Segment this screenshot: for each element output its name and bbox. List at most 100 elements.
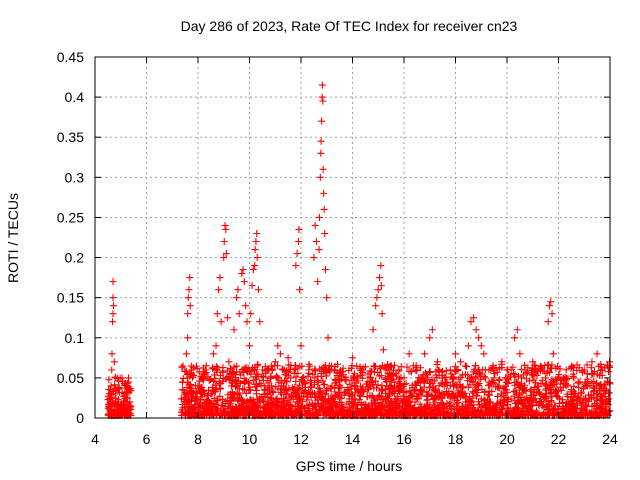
data-point — [523, 394, 531, 402]
data-point — [393, 402, 401, 410]
data-point — [277, 388, 285, 396]
data-point — [199, 374, 207, 382]
data-point — [226, 390, 234, 398]
data-point — [265, 386, 273, 394]
grid-lines — [95, 57, 610, 418]
chart-title: Day 286 of 2023, Rate Of TEC Index for r… — [181, 18, 518, 34]
data-point — [123, 411, 131, 419]
data-point — [202, 404, 210, 412]
data-point — [388, 371, 396, 379]
data-point — [523, 375, 531, 383]
data-point — [121, 390, 129, 398]
data-point — [184, 294, 192, 302]
data-point — [435, 367, 443, 375]
data-point — [532, 379, 540, 387]
data-point — [469, 394, 477, 402]
data-point — [110, 358, 118, 366]
data-point — [393, 394, 401, 402]
data-point — [316, 173, 324, 181]
data-point — [362, 400, 370, 408]
data-point — [477, 375, 485, 383]
data-point — [292, 389, 300, 397]
data-point — [197, 383, 205, 391]
x-tick-label: 10 — [242, 431, 258, 447]
data-point — [467, 397, 475, 405]
data-point — [274, 411, 282, 419]
data-point — [105, 386, 113, 394]
data-point — [458, 404, 466, 412]
data-point — [372, 410, 380, 418]
data-point — [511, 371, 519, 379]
y-tick-label: 0.15 — [57, 290, 84, 306]
data-point — [383, 411, 391, 419]
data-point — [573, 366, 581, 374]
data-point — [423, 396, 431, 404]
data-point — [117, 402, 125, 410]
data-point — [496, 376, 504, 384]
data-point — [551, 402, 559, 410]
data-point — [372, 377, 380, 385]
data-point — [564, 402, 572, 410]
data-point — [599, 398, 607, 406]
data-point — [220, 254, 228, 262]
data-point — [212, 381, 220, 389]
data-point — [318, 81, 326, 89]
y-axis-label: ROTI / TECUs — [5, 193, 21, 283]
data-point — [593, 382, 601, 390]
data-point — [578, 388, 586, 396]
data-point — [349, 354, 356, 362]
data-point — [467, 318, 475, 326]
data-point — [496, 398, 504, 406]
data-point — [598, 366, 606, 374]
data-point — [370, 362, 378, 370]
data-point — [256, 394, 264, 402]
data-point — [387, 382, 395, 390]
data-point — [464, 342, 472, 350]
data-point — [480, 373, 488, 381]
data-point — [408, 384, 416, 392]
data-point — [542, 381, 550, 389]
data-point — [452, 400, 460, 408]
data-point — [212, 342, 220, 350]
data-point — [581, 381, 589, 389]
data-point — [573, 397, 581, 405]
data-point — [209, 350, 217, 358]
x-tick-label: 4 — [91, 431, 99, 447]
data-point — [546, 382, 554, 390]
data-point — [323, 397, 331, 405]
data-point — [281, 371, 289, 379]
data-point — [260, 397, 268, 405]
data-point — [328, 382, 336, 390]
data-point — [405, 350, 413, 358]
data-point — [564, 392, 572, 400]
data-point — [295, 225, 303, 233]
data-point — [578, 404, 586, 412]
data-point — [491, 370, 499, 378]
data-point — [233, 294, 241, 302]
data-point — [252, 375, 260, 383]
data-point — [230, 395, 238, 403]
data-point — [123, 394, 131, 402]
data-point — [400, 374, 408, 382]
data-point — [254, 360, 262, 368]
data-point — [109, 278, 117, 286]
data-point — [321, 229, 329, 237]
data-point — [382, 366, 390, 374]
data-point — [252, 390, 260, 398]
data-point — [513, 390, 521, 398]
data-point — [420, 409, 428, 417]
data-point — [247, 310, 255, 318]
data-point — [555, 374, 562, 382]
data-point — [375, 372, 383, 380]
data-point — [539, 392, 547, 400]
data-point — [108, 350, 116, 358]
data-point — [191, 410, 199, 418]
data-point — [533, 371, 541, 379]
data-point — [547, 364, 555, 372]
data-point — [261, 363, 269, 371]
data-point — [286, 401, 294, 409]
data-point — [304, 372, 312, 380]
data-point — [430, 395, 438, 403]
data-point — [336, 390, 344, 398]
